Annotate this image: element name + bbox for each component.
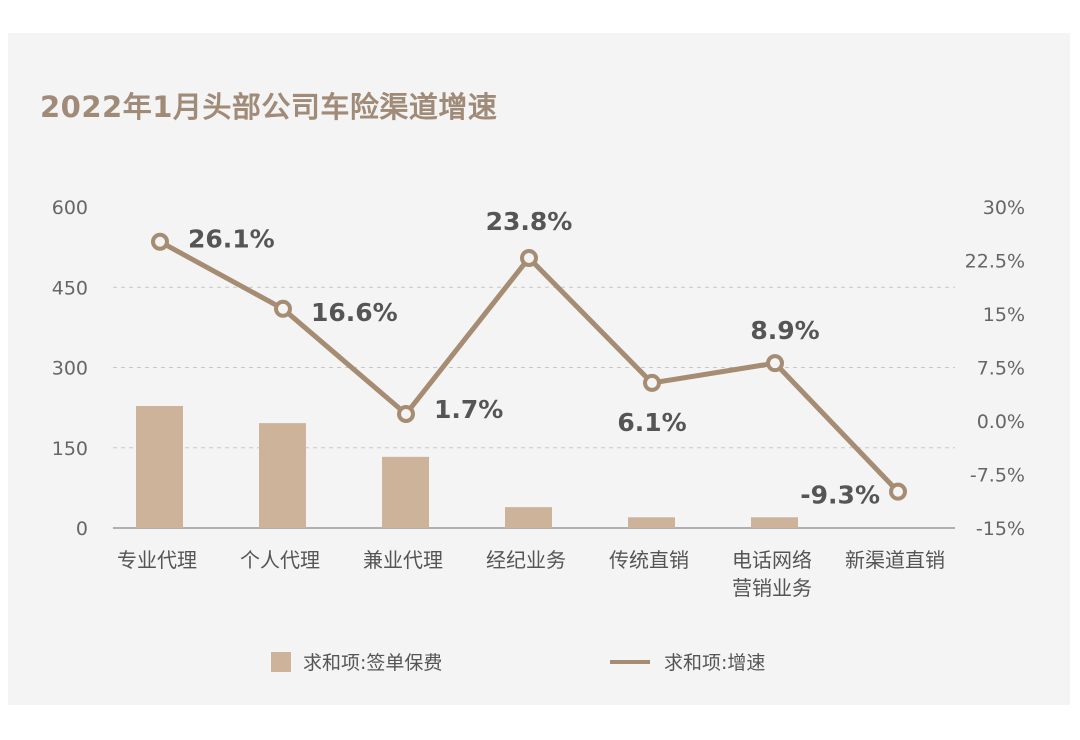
legend-item-line: 求和项:增速 — [610, 648, 765, 675]
line-point — [274, 299, 292, 318]
legend-item-bar: 求和项:签单保费 — [271, 648, 442, 675]
right-tick-label: 7.5% — [977, 358, 1025, 380]
left-tick-label: 150 — [52, 438, 88, 460]
category-label: 经纪业务 — [486, 548, 566, 572]
bar — [382, 456, 429, 528]
category-label: 新渠道直销 — [845, 548, 945, 572]
line-point — [151, 232, 169, 251]
legend-line-label: 求和项:增速 — [664, 652, 766, 674]
right-tick-label: 30% — [983, 197, 1025, 219]
left-tick-label: 0 — [76, 518, 88, 540]
category-label: 个人代理 — [240, 548, 320, 572]
category-label: 营销业务 — [732, 576, 812, 600]
bar — [136, 406, 183, 528]
right-tick-label: 15% — [983, 304, 1025, 326]
right-tick-label: 22.5% — [965, 251, 1025, 273]
right-tick-label: 0.0% — [977, 411, 1025, 433]
category-label: 电话网络 — [732, 548, 812, 572]
left-tick-label: 450 — [52, 277, 88, 299]
line-point — [766, 354, 784, 373]
right-tick-label: -15% — [976, 518, 1025, 540]
legend-bar-label: 求和项:签单保费 — [303, 652, 443, 674]
legend-line-swatch — [610, 659, 650, 664]
left-tick-label: 600 — [52, 197, 88, 219]
data-label: 26.1% — [188, 225, 275, 254]
data-label: 1.7% — [434, 395, 503, 424]
line-point — [520, 248, 538, 267]
bar — [751, 517, 798, 528]
legend-bar-swatch — [271, 651, 291, 672]
category-label: 专业代理 — [117, 548, 197, 572]
data-label: -9.3% — [800, 481, 880, 510]
data-label: 8.9% — [750, 316, 819, 345]
data-label: 23.8% — [486, 207, 573, 236]
bar — [259, 423, 306, 528]
right-tick-label: -7.5% — [970, 465, 1025, 487]
chart-panel — [8, 33, 1070, 705]
left-tick-label: 300 — [52, 358, 88, 380]
data-label: 6.1% — [617, 408, 686, 437]
chart-title: 2022年1月头部公司车险渠道增速 — [40, 90, 498, 124]
category-label: 兼业代理 — [363, 548, 443, 572]
bar — [628, 517, 675, 528]
line-point — [643, 373, 661, 392]
line-point — [889, 482, 907, 501]
line-point — [397, 404, 415, 423]
bar — [505, 507, 552, 528]
category-label: 传统直销 — [609, 548, 689, 572]
data-label: 16.6% — [311, 298, 398, 327]
